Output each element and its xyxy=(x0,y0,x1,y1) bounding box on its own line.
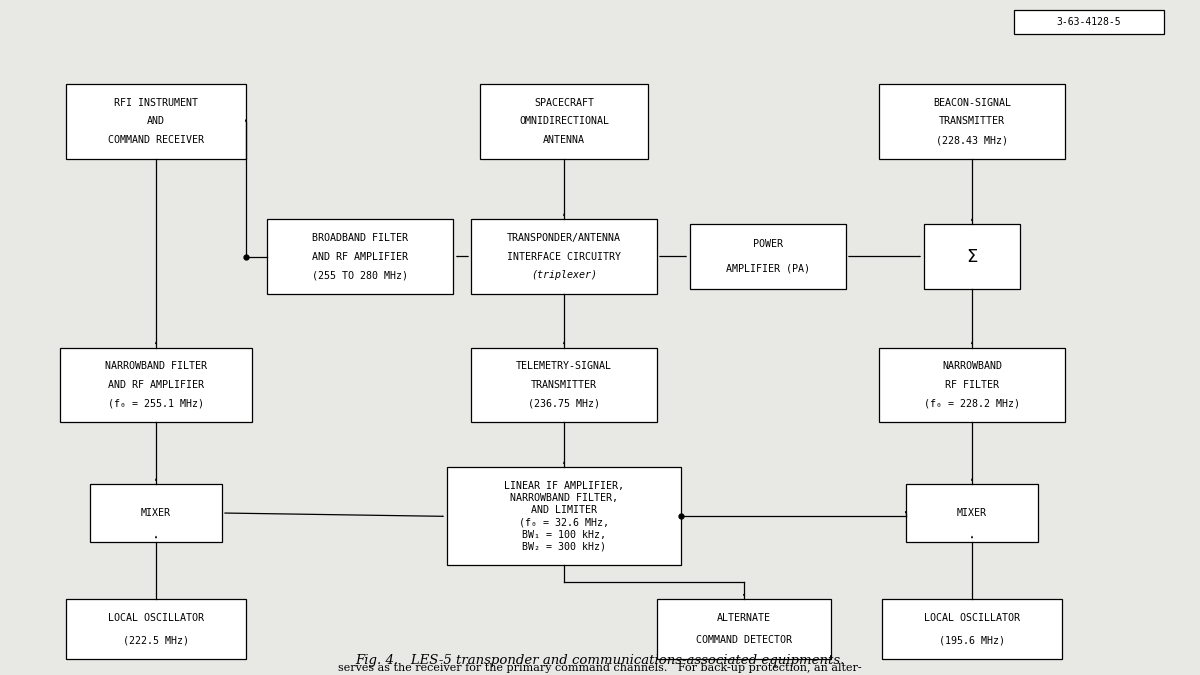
Text: (triplexer): (triplexer) xyxy=(530,270,598,280)
Bar xyxy=(90,485,222,541)
Text: POWER: POWER xyxy=(754,240,784,250)
Bar xyxy=(470,348,658,422)
Bar xyxy=(266,219,452,294)
Text: Σ: Σ xyxy=(966,248,978,265)
Bar xyxy=(1014,10,1164,34)
Text: ALTERNATE: ALTERNATE xyxy=(718,613,772,623)
Text: BEACON-SIGNAL: BEACON-SIGNAL xyxy=(934,98,1012,108)
Text: LOCAL OSCILLATOR: LOCAL OSCILLATOR xyxy=(108,613,204,623)
Text: (f₀ = 32.6 MHz,: (f₀ = 32.6 MHz, xyxy=(520,518,610,527)
Bar xyxy=(480,84,648,159)
Text: OMNIDIRECTIONAL: OMNIDIRECTIONAL xyxy=(520,117,610,126)
Bar xyxy=(878,84,1066,159)
Text: INTERFACE CIRCUITRY: INTERFACE CIRCUITRY xyxy=(508,252,622,261)
Text: RF FILTER: RF FILTER xyxy=(946,380,1000,389)
Text: TRANSMITTER: TRANSMITTER xyxy=(530,380,598,389)
Text: serves as the receiver for the primary command channels.   For back-up protectio: serves as the receiver for the primary c… xyxy=(338,663,862,673)
Bar xyxy=(60,348,252,422)
Text: AMPLIFIER (PA): AMPLIFIER (PA) xyxy=(726,263,810,273)
Bar xyxy=(446,467,680,566)
Text: (236.75 MHz): (236.75 MHz) xyxy=(528,398,600,408)
Bar xyxy=(470,219,658,294)
Text: COMMAND RECEIVER: COMMAND RECEIVER xyxy=(108,135,204,145)
Text: RFI INSTRUMENT: RFI INSTRUMENT xyxy=(114,98,198,108)
Text: NARROWBAND FILTER: NARROWBAND FILTER xyxy=(106,361,208,371)
Text: (228.43 MHz): (228.43 MHz) xyxy=(936,135,1008,145)
Text: NARROWBAND: NARROWBAND xyxy=(942,361,1002,371)
Bar xyxy=(924,224,1020,289)
Bar xyxy=(66,84,246,159)
Text: AND LIMITER: AND LIMITER xyxy=(530,506,598,515)
Text: AND RF AMPLIFIER: AND RF AMPLIFIER xyxy=(108,380,204,389)
Text: Fig. 4.   LES-5 transponder and communications-associated equipments.: Fig. 4. LES-5 transponder and communicat… xyxy=(355,653,845,667)
Text: COMMAND DETECTOR: COMMAND DETECTOR xyxy=(696,635,792,645)
Text: 3-63-4128-5: 3-63-4128-5 xyxy=(1057,17,1121,27)
Text: BW₂ = 300 kHz): BW₂ = 300 kHz) xyxy=(522,542,606,552)
Text: TRANSMITTER: TRANSMITTER xyxy=(940,117,1006,126)
Text: TRANSPONDER/ANTENNA: TRANSPONDER/ANTENNA xyxy=(508,233,622,243)
Bar xyxy=(878,348,1066,422)
Bar xyxy=(66,599,246,659)
Text: AND RF AMPLIFIER: AND RF AMPLIFIER xyxy=(312,252,408,261)
Text: LOCAL OSCILLATOR: LOCAL OSCILLATOR xyxy=(924,613,1020,623)
Text: (195.6 MHz): (195.6 MHz) xyxy=(940,635,1006,645)
Text: LINEAR IF AMPLIFIER,: LINEAR IF AMPLIFIER, xyxy=(504,481,624,491)
Text: MIXER: MIXER xyxy=(142,508,172,518)
Text: SPACECRAFT: SPACECRAFT xyxy=(534,98,594,108)
Text: BW₁ = 100 kHz,: BW₁ = 100 kHz, xyxy=(522,530,606,540)
Bar xyxy=(882,599,1062,659)
Text: NARROWBAND FILTER,: NARROWBAND FILTER, xyxy=(510,493,618,503)
Text: AND: AND xyxy=(148,117,166,126)
Text: ANTENNA: ANTENNA xyxy=(542,135,586,145)
Text: (255 TO 280 MHz): (255 TO 280 MHz) xyxy=(312,270,408,280)
Text: TELEMETRY-SIGNAL: TELEMETRY-SIGNAL xyxy=(516,361,612,371)
Text: (f₀ = 255.1 MHz): (f₀ = 255.1 MHz) xyxy=(108,398,204,408)
Bar xyxy=(658,599,830,659)
Text: (f₀ = 228.2 MHz): (f₀ = 228.2 MHz) xyxy=(924,398,1020,408)
Bar xyxy=(906,485,1038,541)
Text: MIXER: MIXER xyxy=(958,508,988,518)
Text: (222.5 MHz): (222.5 MHz) xyxy=(124,635,190,645)
Bar xyxy=(690,224,846,289)
Text: BROADBAND FILTER: BROADBAND FILTER xyxy=(312,233,408,243)
